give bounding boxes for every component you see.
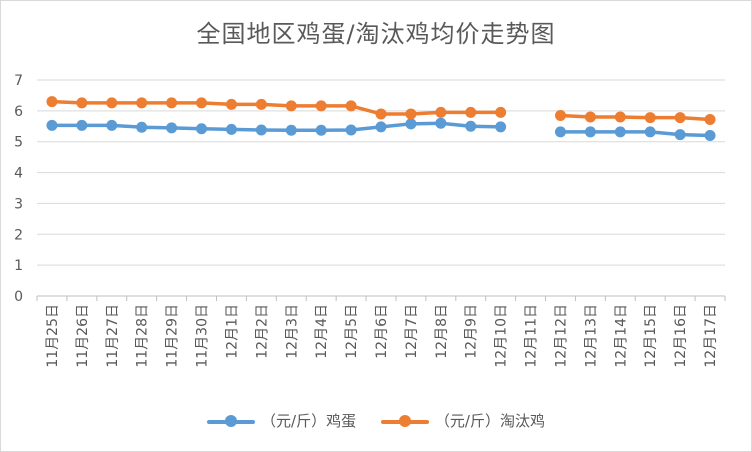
- y-tick-label: 7: [14, 73, 23, 89]
- data-point: [225, 98, 237, 110]
- data-point: [704, 130, 716, 142]
- data-point: [46, 96, 58, 108]
- data-point: [285, 124, 297, 136]
- x-tick-label: 11月28日: [135, 304, 151, 368]
- y-tick-label: 4: [14, 166, 23, 182]
- data-point: [166, 122, 178, 134]
- x-tick-label: 11月26日: [75, 304, 91, 368]
- x-tick-label: 11月30日: [195, 304, 211, 368]
- x-tick-label: 12月8日: [434, 304, 450, 359]
- series-line-1: [558, 113, 712, 122]
- data-point: [136, 121, 148, 133]
- data-point: [554, 126, 566, 138]
- data-point: [136, 97, 148, 109]
- data-point: [644, 126, 656, 138]
- data-point: [46, 119, 58, 131]
- data-point: [196, 123, 208, 135]
- x-tick-label: 12月17日: [703, 304, 719, 368]
- x-tick-label: 12月1日: [224, 304, 240, 359]
- data-point: [435, 106, 447, 118]
- data-point: [255, 98, 267, 110]
- x-tick-label: 12月4日: [314, 304, 330, 359]
- x-tick-label: 12月6日: [374, 304, 390, 359]
- data-point: [315, 124, 327, 136]
- data-point: [405, 108, 417, 120]
- y-tick-label: 3: [14, 196, 23, 212]
- y-tick-label: 2: [14, 227, 23, 243]
- data-point: [584, 111, 596, 123]
- x-tick-label: 12月11日: [524, 304, 540, 368]
- series-line-0: [558, 130, 712, 138]
- y-tick-label: 1: [14, 258, 23, 274]
- data-point: [345, 100, 357, 112]
- legend-swatch-culled-hen: [380, 414, 429, 427]
- data-point: [405, 118, 417, 130]
- legend-label-culled-hen: （元/斤）淘汰鸡: [434, 412, 545, 430]
- x-tick-label: 12月9日: [464, 304, 480, 359]
- x-tick-label: 12月2日: [254, 304, 270, 359]
- data-point: [644, 112, 656, 124]
- series-line-1: [50, 99, 503, 116]
- data-point: [614, 111, 626, 123]
- x-tick-label: 11月29日: [165, 304, 181, 368]
- data-point: [465, 120, 477, 132]
- series-line-0: [50, 121, 503, 133]
- chart-legend: （元/斤）鸡蛋 （元/斤）淘汰鸡: [0, 410, 752, 431]
- x-tick-label: 12月14日: [613, 304, 629, 368]
- data-point: [495, 106, 507, 118]
- data-point: [345, 124, 357, 136]
- data-point: [255, 124, 267, 136]
- data-point: [704, 113, 716, 125]
- x-tick-label: 12月5日: [344, 304, 360, 359]
- x-tick-label: 12月12日: [553, 304, 569, 368]
- legend-label-egg: （元/斤）鸡蛋: [261, 412, 357, 430]
- data-point: [375, 108, 387, 120]
- data-point: [375, 121, 387, 133]
- y-tick-label: 6: [14, 104, 23, 120]
- legend-item-culled-hen: （元/斤）淘汰鸡: [380, 410, 545, 431]
- legend-item-egg: （元/斤）鸡蛋: [207, 410, 356, 431]
- chart-title: 全国地区鸡蛋/淘汰鸡均价走势图: [196, 20, 556, 48]
- x-tick-label: 11月25日: [45, 304, 61, 368]
- x-tick-label: 12月15日: [643, 304, 659, 368]
- data-point: [584, 126, 596, 138]
- data-point: [106, 119, 118, 131]
- data-point: [674, 112, 686, 124]
- data-point: [554, 109, 566, 121]
- x-tick-label: 12月13日: [583, 304, 599, 368]
- data-point: [495, 121, 507, 133]
- data-point: [225, 123, 237, 135]
- data-point: [166, 97, 178, 109]
- data-point: [76, 119, 88, 131]
- x-tick-label: 12月3日: [284, 304, 300, 359]
- x-tick-label: 12月16日: [673, 304, 689, 368]
- y-tick-label: 5: [14, 135, 23, 151]
- data-point: [285, 100, 297, 112]
- legend-swatch-egg: [207, 414, 256, 427]
- x-tick-label: 12月7日: [404, 304, 420, 359]
- x-tick-label: 12月10日: [494, 304, 510, 368]
- data-point: [315, 100, 327, 112]
- y-tick-label: 0: [14, 289, 23, 305]
- data-point: [465, 106, 477, 118]
- data-point: [196, 97, 208, 109]
- data-point: [674, 129, 686, 141]
- data-point: [76, 97, 88, 109]
- data-point: [614, 126, 626, 138]
- data-point: [435, 117, 447, 129]
- x-tick-label: 11月27日: [105, 304, 121, 368]
- data-point: [106, 97, 118, 109]
